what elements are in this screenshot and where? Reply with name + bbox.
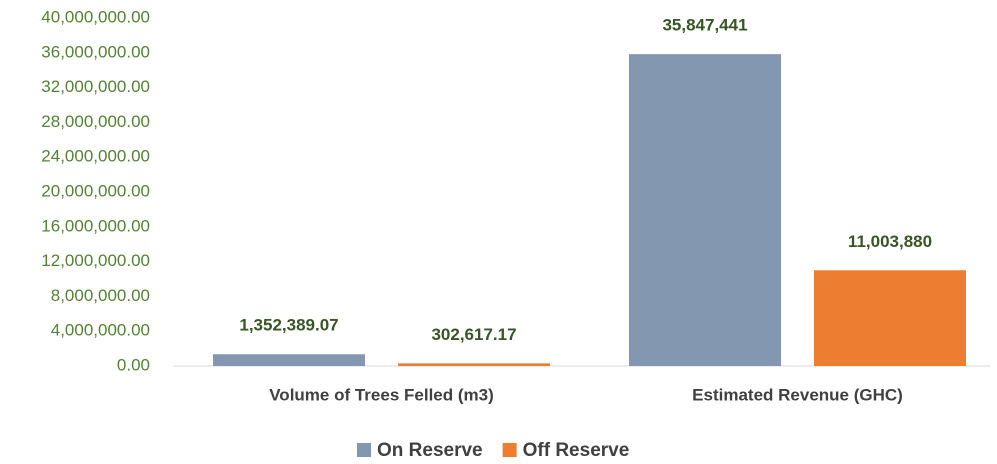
y-tick-label: 24,000,000.00 bbox=[41, 147, 150, 166]
bar bbox=[213, 354, 365, 366]
data-label: 302,617.17 bbox=[431, 325, 516, 344]
y-tick-label: 32,000,000.00 bbox=[41, 77, 150, 96]
data-label: 35,847,441 bbox=[662, 16, 747, 35]
y-tick-label: 40,000,000.00 bbox=[41, 7, 150, 26]
legend-label: On Reserve bbox=[377, 440, 483, 461]
y-tick-label: 8,000,000.00 bbox=[51, 286, 150, 305]
data-label: 1,352,389.07 bbox=[239, 316, 338, 335]
y-tick-label: 20,000,000.00 bbox=[41, 181, 150, 200]
y-tick-label: 0.00 bbox=[117, 355, 150, 374]
data-label: 11,003,880 bbox=[848, 232, 932, 251]
bar bbox=[398, 363, 550, 366]
x-tick-label: Volume of Trees Felled (m3) bbox=[269, 385, 494, 404]
y-tick-label: 4,000,000.00 bbox=[51, 321, 150, 340]
bar bbox=[814, 270, 966, 366]
legend-label: Off Reserve bbox=[523, 440, 630, 461]
y-tick-label: 28,000,000.00 bbox=[41, 112, 150, 131]
x-tick-label: Estimated Revenue (GHC) bbox=[692, 385, 903, 404]
legend-swatch bbox=[357, 443, 371, 457]
y-tick-label: 16,000,000.00 bbox=[41, 216, 150, 235]
bar bbox=[629, 54, 781, 367]
y-tick-label: 36,000,000.00 bbox=[41, 42, 150, 61]
legend-swatch bbox=[502, 443, 517, 457]
y-tick-label: 12,000,000.00 bbox=[41, 251, 150, 270]
